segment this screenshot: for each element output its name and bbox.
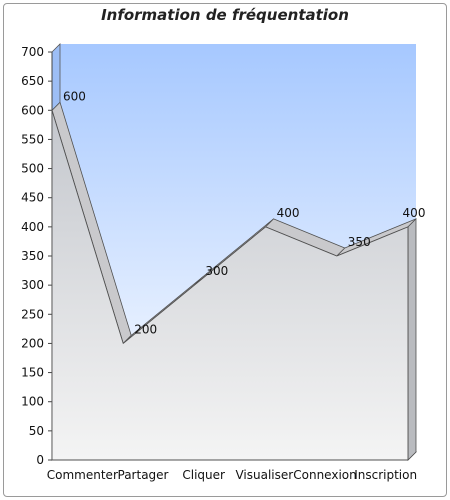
area-series-front (51, 109, 409, 461)
data-label: 400 (277, 206, 300, 220)
y-tick-label: 150 (21, 366, 44, 380)
y-tick-label: 600 (21, 103, 44, 117)
y-tick-label: 500 (21, 162, 44, 176)
data-label: 300 (205, 264, 228, 278)
y-tick-label: 100 (21, 395, 44, 409)
y-tick-label: 350 (21, 249, 44, 263)
x-tick-label: Cliquer (182, 468, 225, 482)
y-tick-label: 0 (36, 453, 44, 467)
x-tick-label: Visualiser (235, 468, 293, 482)
x-tick-label: Partager (118, 468, 169, 482)
area-end-cap (407, 217, 417, 461)
y-tick-label: 700 (21, 45, 44, 59)
y-tick-label: 50 (29, 424, 44, 438)
y-tick-label: 300 (21, 278, 44, 292)
x-tick-label: Inscription (354, 468, 417, 482)
data-label: 600 (63, 89, 86, 103)
y-tick-label: 550 (21, 132, 44, 146)
x-tick-label: Commenter (47, 468, 118, 482)
y-tick-label: 400 (21, 220, 44, 234)
x-tick-label: Connexion (293, 468, 357, 482)
data-label: 350 (348, 235, 371, 249)
data-label: 400 (403, 206, 426, 220)
chart-title: Information de fréquentation (101, 6, 349, 24)
y-tick-label: 450 (21, 191, 44, 205)
y-tick-label: 650 (21, 74, 44, 88)
data-label: 200 (134, 322, 157, 336)
y-tick-label: 200 (21, 336, 44, 350)
y-tick-label: 250 (21, 307, 44, 321)
